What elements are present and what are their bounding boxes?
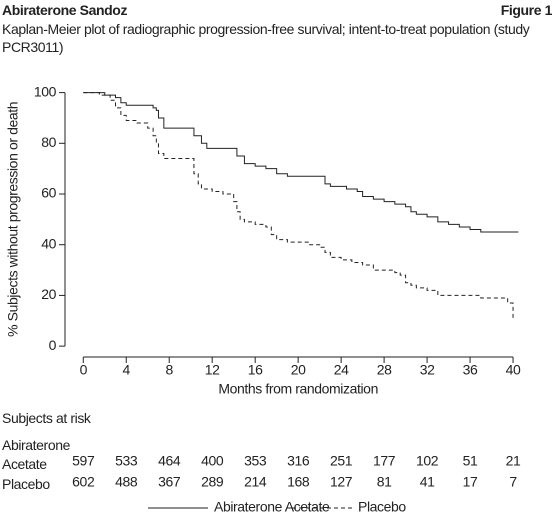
x-tick-label: 8	[166, 362, 174, 378]
subtitle: Kaplan-Meier plot of radiographic progre…	[2, 21, 530, 55]
x-tick-label: 36	[463, 362, 478, 378]
risk-count: 177	[373, 453, 396, 469]
risk-count: 41	[420, 474, 435, 490]
risk-count: 488	[115, 474, 138, 490]
risk-count: 533	[115, 453, 138, 469]
x-tick-label: 28	[377, 362, 392, 378]
x-tick-label: 16	[248, 362, 263, 378]
x-tick-label: 0	[80, 362, 88, 378]
risk-count: 102	[416, 453, 439, 469]
title: Abiraterone Sandoz	[2, 2, 128, 18]
figure-label: Figure 1	[500, 2, 553, 18]
y-tick-label: 60	[41, 185, 56, 201]
risk-count: 168	[287, 474, 310, 490]
y-tick-label: 80	[41, 134, 56, 150]
x-tick-label: 32	[420, 362, 435, 378]
risk-count: 367	[158, 474, 181, 490]
y-axis-label: % Subjects without progression or death	[5, 102, 21, 337]
risk-row-label: Abiraterone Acetate	[2, 437, 70, 472]
x-tick-label: 4	[123, 362, 131, 378]
y-tick-label: 0	[49, 337, 57, 353]
y-tick-label: 40	[41, 235, 56, 251]
x-tick-label: 40	[506, 362, 521, 378]
y-tick-label: 100	[34, 83, 57, 99]
x-axis-label: Months from randomization	[218, 381, 378, 397]
risk-count: 214	[244, 474, 267, 490]
risk-count: 400	[201, 453, 224, 469]
risk-count: 17	[463, 474, 478, 490]
risk-count: 597	[72, 453, 95, 469]
y-tick-label: 20	[41, 286, 56, 302]
risk-count: 81	[377, 474, 392, 490]
risk-count: 51	[463, 453, 478, 469]
risk-count: 602	[72, 474, 95, 490]
survival-curve	[83, 92, 514, 319]
risk-count: 316	[287, 453, 310, 469]
risk-count: 289	[201, 474, 224, 490]
risk-row-label: Placebo	[2, 476, 50, 492]
risk-count: 7	[509, 474, 517, 490]
x-tick-label: 24	[334, 362, 349, 378]
survival-curve	[83, 92, 519, 233]
risk-table-title: Subjects at risk	[2, 410, 91, 426]
risk-count: 21	[506, 453, 521, 469]
x-tick-label: 20	[291, 362, 306, 378]
risk-count: 464	[158, 453, 181, 469]
risk-count: 353	[244, 453, 267, 469]
legend-label: Abiraterone Acetate	[214, 499, 330, 515]
legend-label: Placebo	[358, 499, 406, 515]
risk-count: 127	[330, 474, 353, 490]
x-tick-label: 12	[205, 362, 220, 378]
risk-count: 251	[330, 453, 353, 469]
